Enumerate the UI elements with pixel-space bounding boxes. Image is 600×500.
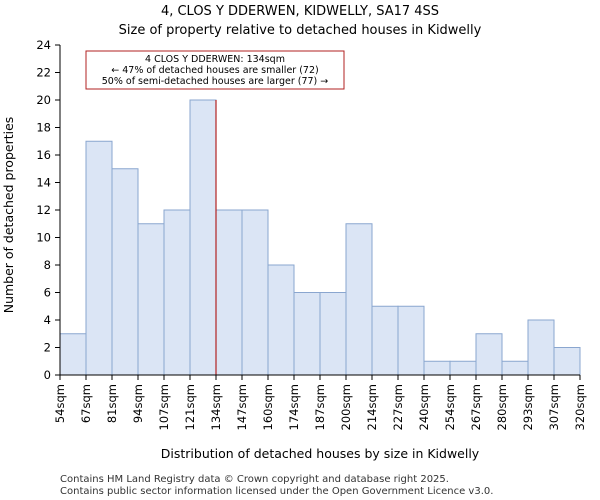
y-tick-label: 12 xyxy=(36,203,51,217)
y-tick-label: 6 xyxy=(44,286,51,300)
x-tick-label: 187sqm xyxy=(313,384,327,430)
bar-280sqm xyxy=(501,360,529,376)
bar-293sqm xyxy=(527,319,555,376)
annotation-line-2: ← 47% of detached houses are smaller (72… xyxy=(111,65,318,76)
annotation-line-3: 50% of semi-detached houses are larger (… xyxy=(102,76,329,87)
annotation-line-1: 4 CLOS Y DDERWEN: 134sqm xyxy=(145,54,285,65)
x-tick-label: 200sqm xyxy=(339,384,353,430)
y-tick-label: 18 xyxy=(36,121,51,135)
bar-81sqm xyxy=(111,168,139,376)
bar-67sqm xyxy=(85,140,113,376)
y-tick-label: 20 xyxy=(36,93,51,107)
y-tick-label: 10 xyxy=(36,231,51,245)
y-tick-label: 0 xyxy=(44,368,51,382)
y-tick-label: 22 xyxy=(36,66,51,80)
y-tick-label: 16 xyxy=(36,148,51,162)
chart-subtitle: Size of property relative to detached ho… xyxy=(119,23,482,38)
x-tick-label: 81sqm xyxy=(105,384,119,423)
x-tick-label: 280sqm xyxy=(495,384,509,430)
x-tick-label: 160sqm xyxy=(261,384,275,430)
x-tick-label: 320sqm xyxy=(573,384,587,430)
bar-160sqm xyxy=(267,264,295,376)
bar-240sqm xyxy=(423,360,451,376)
x-tick-label: 293sqm xyxy=(521,384,535,430)
x-axis-label: Distribution of detached houses by size … xyxy=(161,446,480,461)
bar-94sqm xyxy=(137,223,165,376)
x-tick-label: 147sqm xyxy=(235,384,249,430)
x-tick-label: 134sqm xyxy=(209,384,223,430)
x-tick-label: 214sqm xyxy=(365,384,379,430)
bar-54sqm xyxy=(59,333,87,376)
y-tick-label: 24 xyxy=(36,38,51,52)
x-axis: 54sqm 67sqm 81sqm 94sqm 107sqm 121sqm 134sqm 14… xyxy=(53,375,587,430)
x-tick-label: 67sqm xyxy=(79,384,93,423)
x-tick-label: 240sqm xyxy=(417,384,431,430)
bar-267sqm xyxy=(475,333,503,376)
footer-line-1: Contains HM Land Registry data © Crown c… xyxy=(60,474,449,485)
x-tick-label: 121sqm xyxy=(183,384,197,430)
x-tick-label: 107sqm xyxy=(157,384,171,430)
bar-227sqm xyxy=(397,305,425,376)
x-tick-label: 307sqm xyxy=(547,384,561,430)
x-tick-label: 227sqm xyxy=(391,384,405,430)
y-tick-label: 2 xyxy=(44,341,51,355)
bar-214sqm xyxy=(371,305,399,376)
y-axis-label: Number of detached properties xyxy=(1,117,16,314)
y-tick-label: 8 xyxy=(44,258,51,272)
bars-group xyxy=(59,99,581,376)
footer-line-2: Contains public sector information licen… xyxy=(60,486,493,497)
x-tick-label: 94sqm xyxy=(131,384,145,423)
bar-187sqm xyxy=(319,292,347,376)
bar-254sqm xyxy=(449,360,477,376)
x-tick-label: 254sqm xyxy=(443,384,457,430)
y-tick-label: 14 xyxy=(36,176,51,190)
bar-121sqm xyxy=(189,99,217,376)
x-tick-label: 54sqm xyxy=(53,384,67,423)
bar-147sqm xyxy=(241,209,269,376)
annotation-box xyxy=(85,50,345,90)
bar-307sqm xyxy=(553,347,581,376)
bar-134sqm xyxy=(215,209,243,376)
y-tick-label: 4 xyxy=(44,313,51,327)
x-tick-label: 267sqm xyxy=(469,384,483,430)
bar-107sqm xyxy=(163,209,191,376)
x-tick-label: 174sqm xyxy=(287,384,301,430)
bar-174sqm xyxy=(293,292,321,376)
chart-title: 4, CLOS Y DDERWEN, KIDWELLY, SA17 4SS xyxy=(161,4,439,19)
bar-200sqm xyxy=(345,223,373,376)
